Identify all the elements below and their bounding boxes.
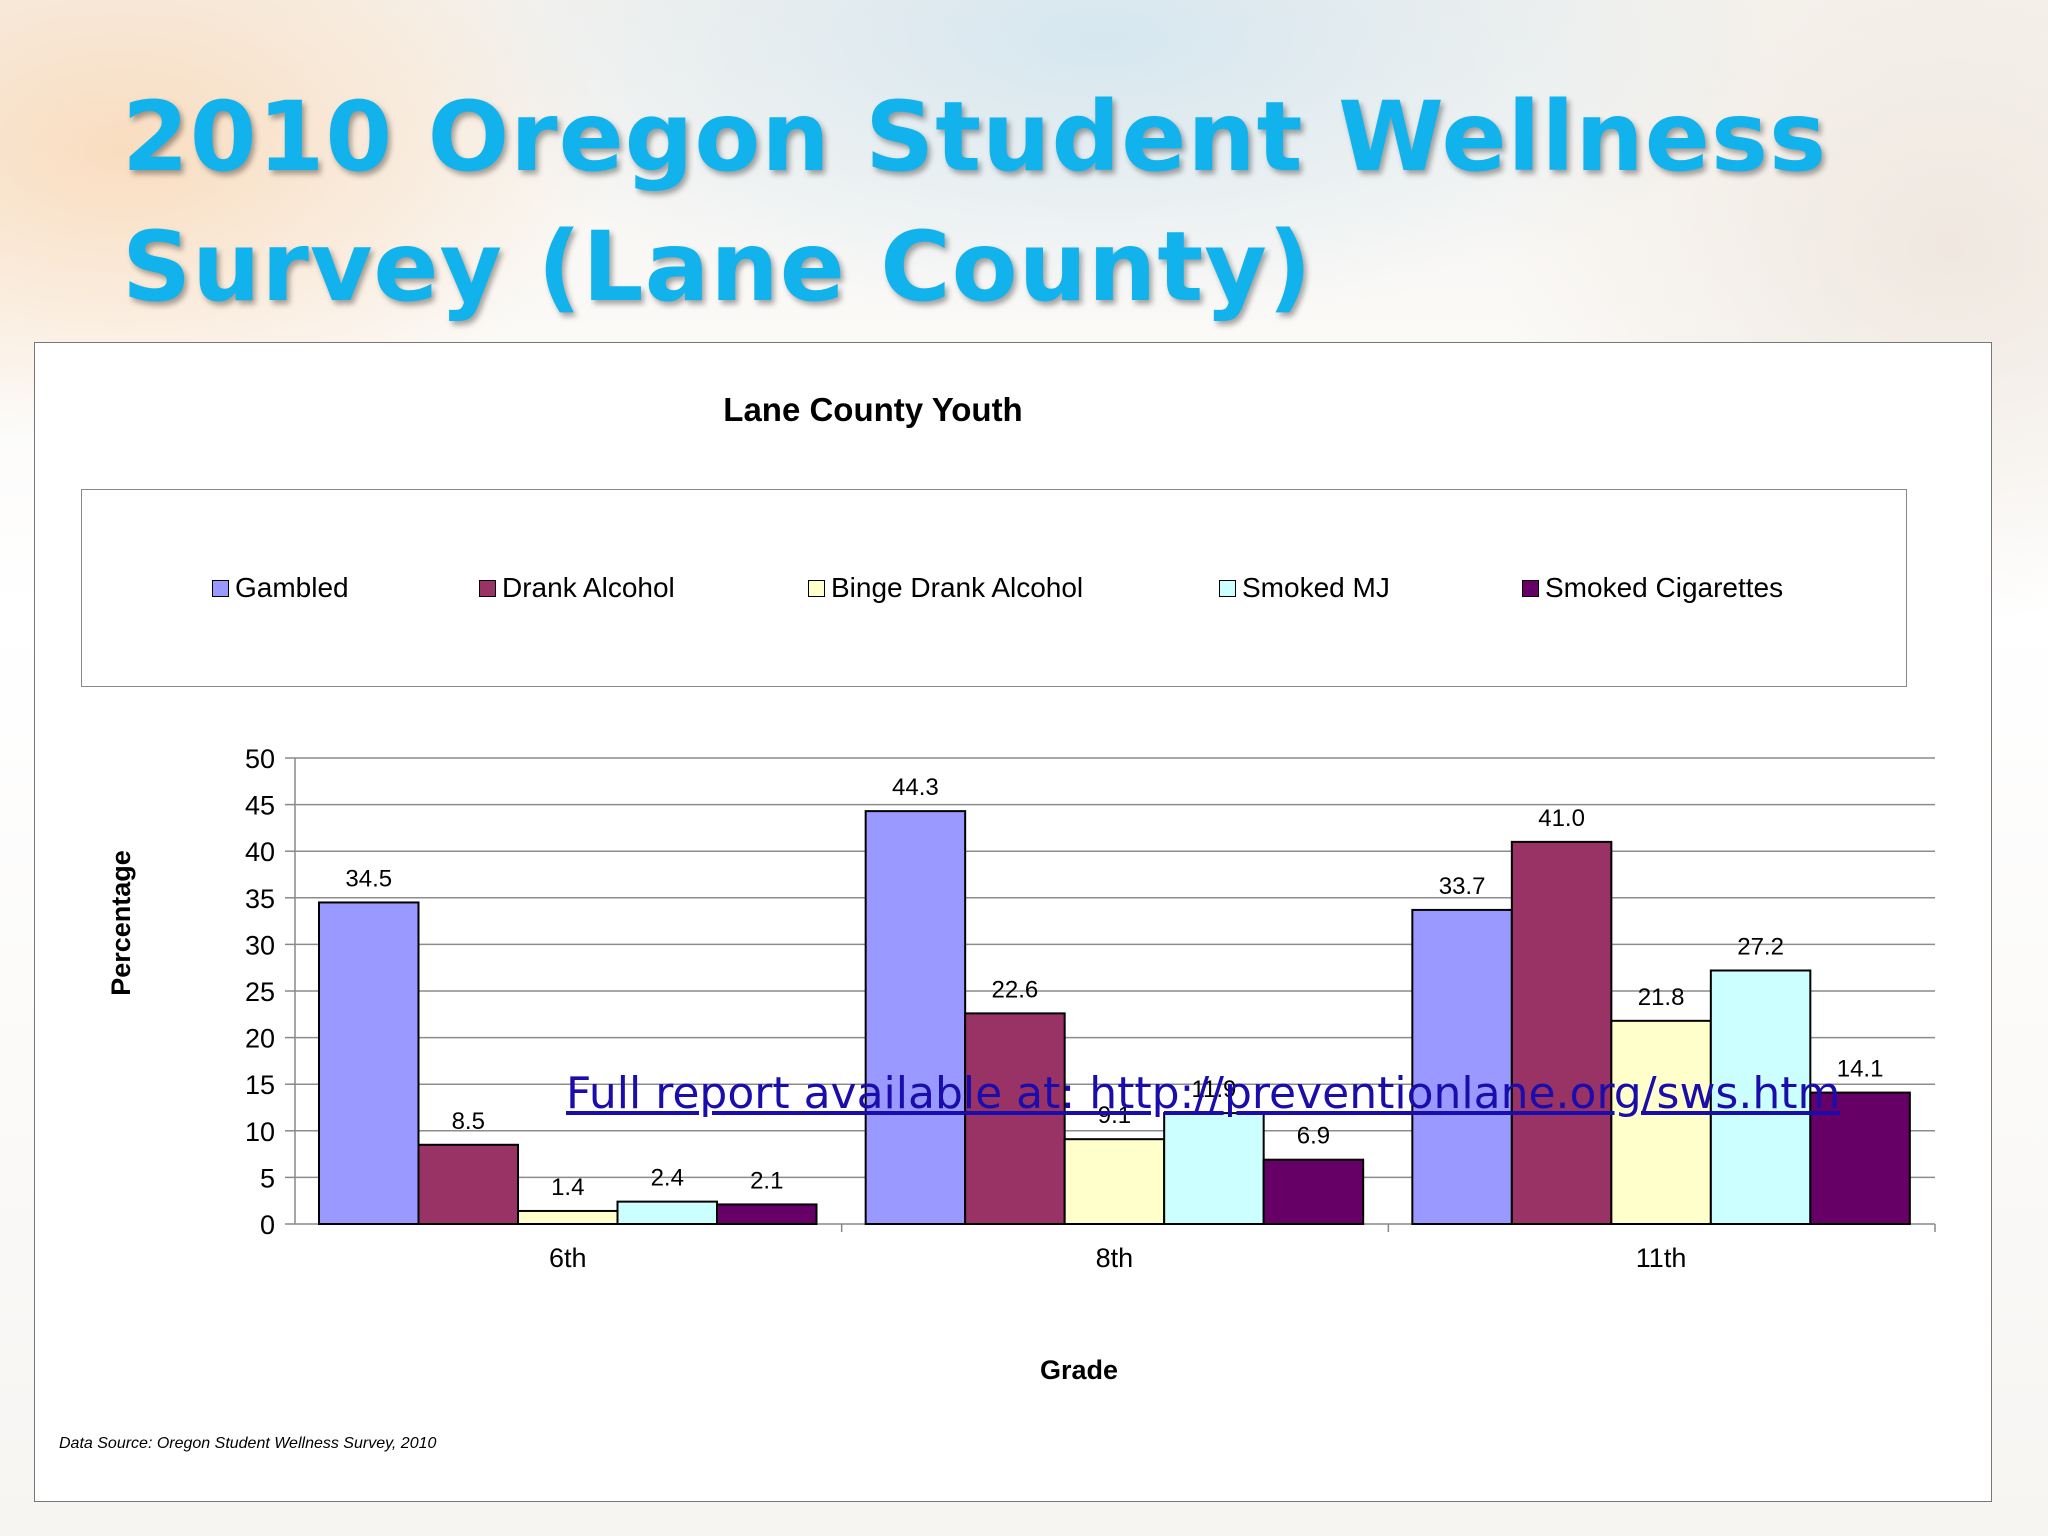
y-axis-title: Percentage — [106, 850, 136, 996]
legend-label: Drank Alcohol — [502, 572, 675, 603]
data-label: 1.4 — [551, 1174, 584, 1201]
y-tick-label: 0 — [260, 1210, 275, 1240]
x-tick-label: 8th — [1096, 1243, 1134, 1273]
legend-swatch — [808, 579, 825, 597]
data-label: 21.8 — [1638, 984, 1685, 1011]
y-tick-label: 50 — [245, 744, 275, 774]
bar — [716, 1203, 818, 1225]
data-label: 34.5 — [345, 865, 392, 892]
chart-legend: Gambled Drank Alcohol Binge Drank Alcohol S… — [81, 489, 1907, 687]
legend-swatch — [212, 579, 229, 597]
legend-label: Binge Drank Alcohol — [831, 572, 1084, 603]
bar — [417, 1143, 519, 1226]
legend-swatch — [479, 579, 496, 597]
y-tick-label: 5 — [260, 1163, 275, 1193]
y-tick-label: 40 — [245, 837, 275, 867]
bar — [318, 901, 420, 1226]
bar — [1262, 1158, 1365, 1226]
legend-item: Drank Alcohol — [479, 572, 675, 604]
y-tick-label: 20 — [245, 1024, 275, 1054]
bar — [1510, 840, 1613, 1225]
bar — [517, 1209, 619, 1226]
data-label: 6.9 — [1297, 1123, 1330, 1150]
y-tick-label: 30 — [245, 930, 275, 960]
data-label: 2.1 — [750, 1167, 783, 1194]
data-label: 44.3 — [892, 774, 939, 801]
chart-title: Lane County Youth — [723, 391, 1023, 428]
data-label: 11.9 — [1191, 1076, 1236, 1103]
data-label: 27.2 — [1737, 933, 1784, 960]
x-axis-title: Grade — [1040, 1355, 1118, 1385]
legend-label: Smoked MJ — [1242, 572, 1390, 603]
data-label: 33.7 — [1439, 873, 1486, 900]
data-label: 22.6 — [992, 976, 1039, 1003]
slide-title-line2: Survey (Lane County) — [122, 211, 1313, 323]
y-tick-label: 25 — [245, 977, 275, 1007]
legend-swatch — [1522, 579, 1539, 597]
bar — [1063, 1138, 1166, 1225]
bar — [616, 1200, 718, 1226]
data-label: 8.5 — [452, 1108, 485, 1135]
bar — [1709, 969, 1812, 1225]
legend-item: Gambled — [212, 572, 349, 604]
data-label: 2.4 — [651, 1165, 684, 1192]
full-report-link[interactable]: Full report available at: http://prevent… — [566, 1068, 1841, 1119]
bar — [1163, 1112, 1265, 1225]
bar — [1610, 1019, 1712, 1225]
y-tick-label: 15 — [245, 1070, 275, 1100]
x-tick-label: 6th — [549, 1243, 587, 1273]
data-label: 9.1 — [1098, 1102, 1131, 1129]
bar — [1809, 1091, 1911, 1226]
slide-title-line1: 2010 Oregon Student Wellness — [122, 81, 1828, 193]
data-source-note: Data Source: Oregon Student Wellness Sur… — [59, 1435, 437, 1452]
bar — [1411, 908, 1513, 1226]
data-label: 14.1 — [1837, 1056, 1884, 1083]
x-tick-label: 11th — [1636, 1243, 1687, 1273]
bar — [964, 1012, 1066, 1225]
legend-swatch — [1219, 579, 1236, 597]
slide-title: 2010 Oregon Student Wellness Survey (Lan… — [122, 72, 1827, 332]
chart-frame: Lane County Youth Gambled Drank Alcohol Bi… — [34, 342, 1992, 1502]
legend-item: Smoked Cigarettes — [1522, 572, 1783, 604]
y-tick-label: 35 — [245, 884, 275, 914]
data-label: 41.0 — [1538, 805, 1585, 832]
legend-label: Gambled — [235, 572, 349, 603]
legend-item: Smoked MJ — [1219, 572, 1390, 604]
y-tick-label: 45 — [245, 791, 275, 821]
legend-item: Binge Drank Alcohol — [808, 572, 1083, 604]
legend-label: Smoked Cigarettes — [1545, 572, 1784, 603]
bar-chart-plot: 0 5 10 15 20 25 30 35 40 45 50 34.5 8.5 1.4 2.4 2.1 6th 4… — [106, 744, 1936, 1385]
y-tick-label: 10 — [245, 1117, 275, 1147]
bar — [864, 810, 967, 1225]
